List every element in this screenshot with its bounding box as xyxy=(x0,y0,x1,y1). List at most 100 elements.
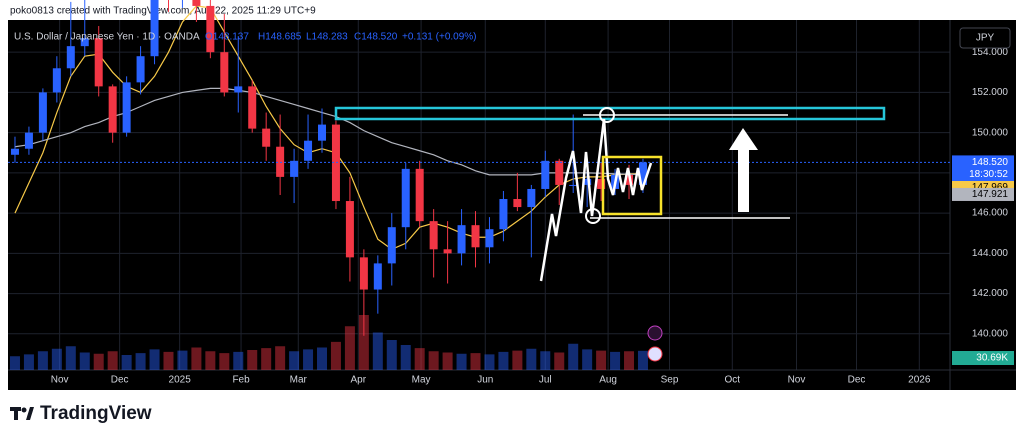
currency-button[interactable] xyxy=(959,27,1011,49)
volume-bar xyxy=(233,351,244,370)
price-label-bg xyxy=(952,155,1014,182)
x-tick-label: Oct xyxy=(725,375,741,386)
brand-logo xyxy=(10,407,34,420)
candle-body xyxy=(373,263,382,290)
candle-body xyxy=(569,184,578,186)
candle-body xyxy=(24,132,33,149)
volume-bar xyxy=(261,348,272,370)
moving-average xyxy=(14,87,643,176)
moving-average xyxy=(14,5,643,250)
candle-body xyxy=(206,5,215,53)
x-tick-label: Sep xyxy=(661,375,679,386)
volume-bar xyxy=(219,353,230,370)
volume-bar xyxy=(135,353,146,370)
candle-body xyxy=(150,0,159,57)
candle-body xyxy=(429,221,438,250)
candle-body xyxy=(318,124,326,141)
candle-body xyxy=(513,199,522,208)
candle-body xyxy=(359,257,368,290)
y-tick-label: 142.000 xyxy=(972,288,1009,299)
x-tick-label: Apr xyxy=(351,375,367,386)
brand: TradingView xyxy=(40,403,152,424)
x-tick-label: Nov xyxy=(51,375,69,386)
volume-bar xyxy=(317,347,327,370)
candle-body xyxy=(443,249,452,254)
candle-body xyxy=(192,0,201,6)
volume-bar xyxy=(414,348,425,370)
volume-bar xyxy=(275,346,286,370)
currency: JPY xyxy=(976,33,995,44)
candle-body xyxy=(136,56,145,83)
x-tick-label: May xyxy=(412,375,431,386)
high: H148.685 xyxy=(258,32,302,43)
attribution: poko0813 created with TradingView.com, A… xyxy=(10,6,316,17)
up-arrow xyxy=(729,128,758,212)
volume-bar xyxy=(344,326,355,370)
candle-body xyxy=(638,162,647,185)
volume-bar xyxy=(191,347,202,370)
low: L148.283 xyxy=(306,32,348,43)
candle-body xyxy=(401,168,410,228)
x-tick-label: Aug xyxy=(599,375,617,386)
volume-bar xyxy=(93,353,104,370)
candle-body xyxy=(387,227,396,264)
candle-body xyxy=(555,160,564,185)
candle-body xyxy=(262,128,271,147)
candle-body xyxy=(38,92,47,133)
volume-bar xyxy=(596,350,607,370)
price-label: 148.520 xyxy=(972,157,1009,168)
volume-bar xyxy=(484,354,495,370)
volume-bar xyxy=(23,354,34,370)
plot: 140.000142.000144.000146.000148.000150.0… xyxy=(8,0,1016,390)
volume-bar xyxy=(624,351,635,370)
candle-body xyxy=(234,86,243,93)
volume-bar xyxy=(512,350,523,370)
countdown: 18:30:52 xyxy=(969,169,1008,180)
candle-body xyxy=(527,188,536,208)
volume-bar xyxy=(289,351,300,370)
marker-circle xyxy=(585,208,601,224)
flag-icon xyxy=(647,346,663,362)
chart-background xyxy=(8,20,1016,390)
x-tick-label: Jul xyxy=(539,375,552,386)
candle-body xyxy=(94,38,103,87)
volume-bar xyxy=(330,341,341,370)
legend: U.S. Dollar / Japanese Yen · 1D · OANDA … xyxy=(14,32,477,43)
volume-bar xyxy=(582,349,593,370)
range-box xyxy=(601,155,663,216)
volume-bar xyxy=(456,353,467,370)
y-tick-label: 140.000 xyxy=(972,328,1009,339)
candle-body xyxy=(499,199,508,230)
volume-bar xyxy=(247,350,258,370)
change: +0.131 (+0.09%) xyxy=(402,32,477,43)
volume-bar xyxy=(568,343,579,370)
y-tick-label: 144.000 xyxy=(972,248,1009,259)
volume-bar xyxy=(526,348,537,370)
volume-bar xyxy=(470,353,481,370)
open: O148.137 xyxy=(205,32,249,43)
x-tick-label: Dec xyxy=(848,375,866,386)
y-tick-label: 146.000 xyxy=(972,208,1009,219)
volume-bar xyxy=(107,351,118,370)
candle-body xyxy=(471,225,480,248)
candle-body xyxy=(583,178,592,185)
candle-body xyxy=(220,52,229,93)
volume-bar xyxy=(9,356,20,370)
volume-bar xyxy=(358,315,369,370)
volume-bar xyxy=(637,350,648,370)
volume-bar xyxy=(205,351,216,370)
candle-body xyxy=(276,146,285,177)
volume-bar xyxy=(177,350,188,370)
candle-body xyxy=(80,38,89,47)
volume-bar xyxy=(65,346,76,370)
zigzag xyxy=(539,118,653,282)
volume-bar xyxy=(372,332,383,370)
candle-body xyxy=(541,160,550,189)
price-label: 147.921 xyxy=(972,189,1009,200)
price-label-bg xyxy=(952,187,1014,201)
x-tick-label: Feb xyxy=(232,375,250,386)
symbol: U.S. Dollar / Japanese Yen · 1D · OANDA xyxy=(14,32,200,43)
volume-bar xyxy=(121,355,132,370)
candle-body xyxy=(485,229,494,248)
